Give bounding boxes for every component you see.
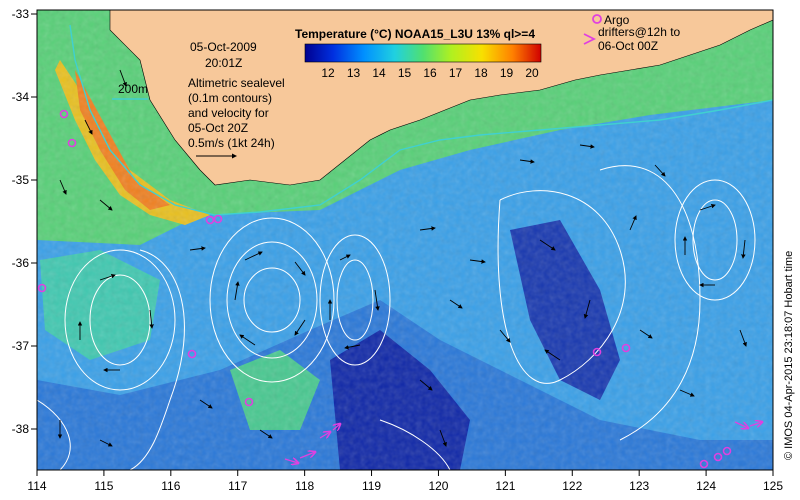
lon-tick-label: 121 — [495, 479, 515, 493]
colorbar-tick-label: 12 — [321, 66, 335, 80]
argo-floats — [37, 109, 732, 469]
lat-tick-label: -38 — [12, 422, 30, 436]
lat-tick-label: -36 — [12, 256, 30, 270]
lon-tick-label: 122 — [562, 479, 582, 493]
drifter-legend-line-1: drifters@12h to — [598, 25, 681, 39]
note-line-1: Altimetric sealevel — [188, 76, 285, 90]
drifter-legend-line-2: 06-Oct 00Z — [598, 39, 658, 53]
colorbar-tick-label: 17 — [449, 66, 463, 80]
lat-tick-label: -34 — [12, 90, 30, 104]
lon-tick-label: 116 — [161, 479, 180, 493]
colorbar-tick-label: 18 — [474, 66, 488, 80]
argo-legend-symbol — [592, 14, 602, 24]
lon-tick-label: 114 — [27, 479, 46, 493]
shelf-200m-contour — [69, 24, 773, 216]
plot-area — [37, 10, 773, 470]
colorbar-title: Temperature (°C) NOAA15_L3U 13% ql>=4 — [295, 27, 535, 41]
lat-tick-label: -37 — [12, 339, 30, 353]
colorbar-tick-label: 20 — [525, 66, 539, 80]
lon-tick-label: 124 — [696, 479, 716, 493]
drifter-tracks — [284, 422, 762, 463]
lon-tick-label: 115 — [94, 479, 113, 493]
sealevel-note: Altimetric sealevel (0.1m contours) and … — [188, 76, 285, 159]
credit-text: © IMOS 04-Apr-2015 23:18:07 Hobart time — [783, 251, 795, 460]
colorbar-tick-label: 15 — [398, 66, 412, 80]
lon-tick-label: 117 — [228, 479, 247, 493]
shelf-legend-label: 200m — [118, 82, 148, 96]
note-line-4: 05-Oct 20Z — [188, 121, 248, 135]
lon-tick-label: 125 — [763, 479, 783, 493]
plot-frame — [36, 9, 774, 471]
lat-tick-label: -35 — [12, 173, 30, 187]
drifter-legend-symbol — [583, 33, 597, 45]
lon-tick-label: 120 — [428, 479, 448, 493]
lon-tick-label: 118 — [295, 479, 314, 493]
colorbar-tick-label: 13 — [347, 66, 361, 80]
sealevel-contours — [37, 165, 756, 470]
note-line-3: and velocity for — [188, 106, 269, 120]
colorbar-tick-label: 16 — [423, 66, 437, 80]
latitude-axis: -33 -34 -35 -36 -37 -38 — [12, 7, 37, 436]
longitude-axis: 114 115 116 117 118 119 120 121 122 123 124 125 — [27, 470, 783, 493]
shelf-legend: 200m — [112, 82, 148, 100]
lat-tick-label: -33 — [12, 7, 30, 21]
lon-tick-label: 119 — [362, 479, 381, 493]
colorbar-gradient — [304, 43, 542, 63]
argo-legend-label: Argo — [604, 13, 630, 27]
colorbar-ticks: 12 13 14 15 16 17 18 19 20 — [321, 66, 539, 80]
map-date: 05-Oct-2009 — [190, 40, 257, 54]
note-line-2: (0.1m contours) — [188, 91, 272, 105]
land-mass — [109, 10, 773, 186]
note-line-5: 0.5m/s (1kt 24h) — [188, 136, 275, 150]
colorbar-tick-label: 14 — [372, 66, 386, 80]
colorbar-tick-label: 19 — [500, 66, 514, 80]
velocity-arrows — [57, 69, 747, 447]
map-time: 20:01Z — [205, 56, 242, 70]
colorbar: Temperature (°C) NOAA15_L3U 13% ql>=4 12… — [295, 27, 542, 80]
argo-legend: Argo drifters@12h to 06-Oct 00Z — [583, 13, 681, 53]
lon-tick-label: 123 — [629, 479, 649, 493]
